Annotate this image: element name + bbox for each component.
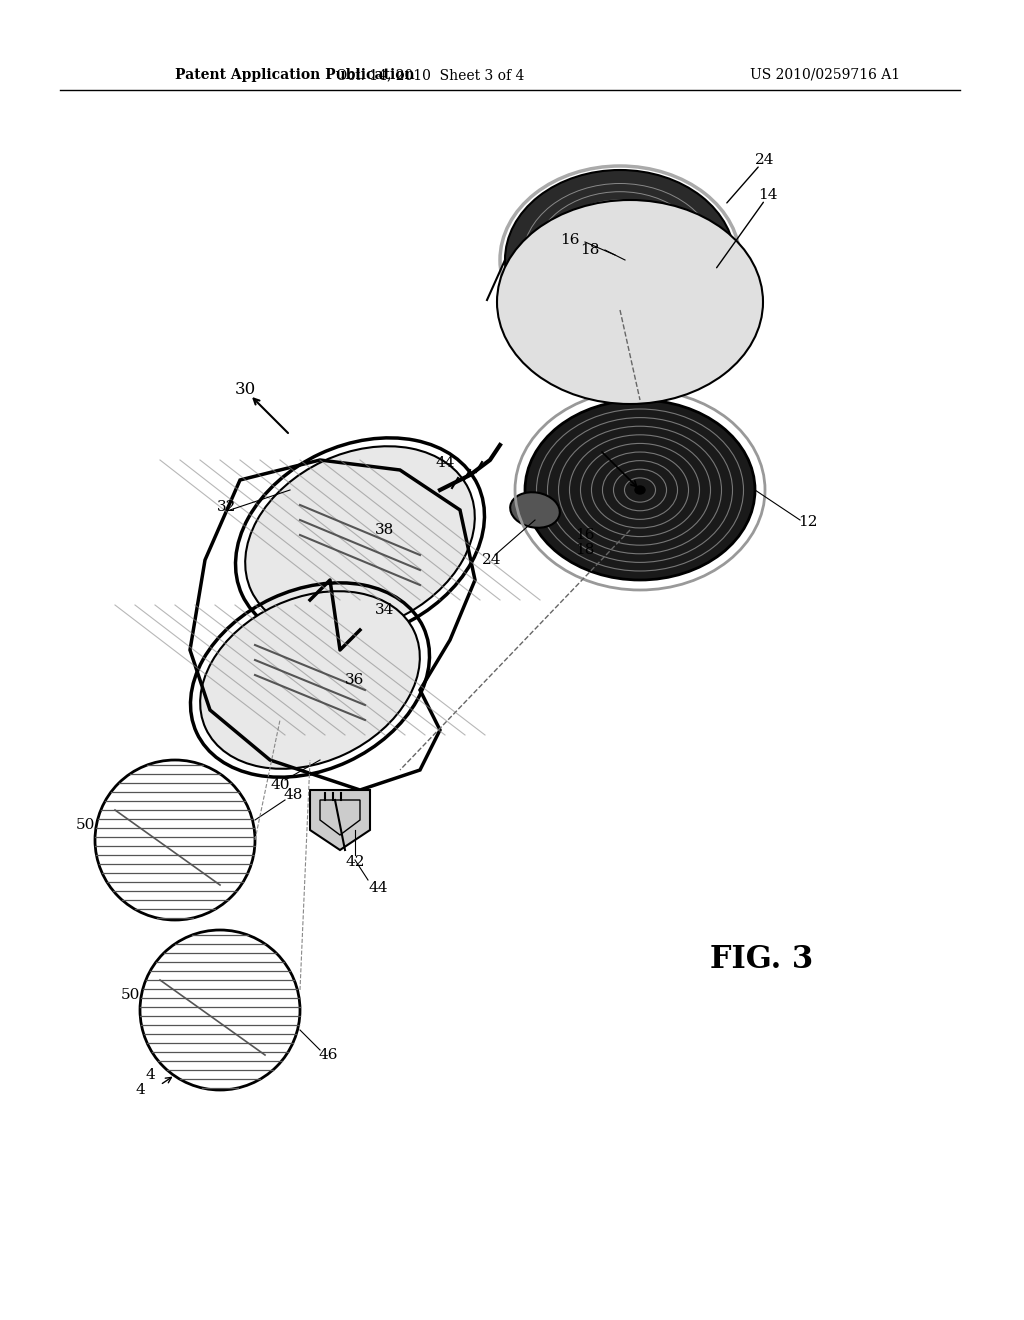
- Text: 18: 18: [575, 543, 595, 557]
- Text: 48: 48: [284, 788, 303, 803]
- Text: 24: 24: [482, 553, 502, 568]
- Ellipse shape: [711, 289, 759, 322]
- Text: Patent Application Publication: Patent Application Publication: [175, 69, 415, 82]
- Text: 44: 44: [435, 455, 455, 470]
- Text: 4: 4: [135, 1082, 144, 1097]
- Text: 44: 44: [369, 880, 388, 895]
- Text: US 2010/0259716 A1: US 2010/0259716 A1: [750, 69, 900, 82]
- Circle shape: [140, 931, 300, 1090]
- Text: 36: 36: [345, 673, 365, 686]
- Ellipse shape: [510, 492, 560, 528]
- Text: 16: 16: [560, 234, 580, 247]
- Text: 24: 24: [756, 153, 775, 168]
- Text: 30: 30: [234, 381, 256, 399]
- Text: 16: 16: [575, 528, 595, 543]
- Text: 42: 42: [345, 855, 365, 869]
- Text: 38: 38: [376, 523, 394, 537]
- Ellipse shape: [505, 170, 735, 350]
- Text: 12: 12: [799, 515, 818, 529]
- Polygon shape: [310, 789, 370, 850]
- Text: 18: 18: [581, 243, 600, 257]
- Text: 46: 46: [318, 1048, 338, 1063]
- Text: 34: 34: [376, 603, 394, 616]
- Text: FIG. 3: FIG. 3: [710, 945, 813, 975]
- Ellipse shape: [525, 400, 755, 579]
- Text: 14: 14: [758, 187, 778, 202]
- Text: 50: 50: [120, 987, 139, 1002]
- Circle shape: [95, 760, 255, 920]
- Text: 40: 40: [270, 777, 290, 792]
- Ellipse shape: [200, 591, 420, 768]
- Ellipse shape: [245, 446, 475, 634]
- Text: Oct. 14, 2010  Sheet 3 of 4: Oct. 14, 2010 Sheet 3 of 4: [336, 69, 524, 82]
- Text: 50: 50: [76, 818, 94, 832]
- Ellipse shape: [635, 486, 645, 494]
- Text: 32: 32: [217, 500, 237, 513]
- Text: 4: 4: [145, 1068, 155, 1082]
- Ellipse shape: [497, 201, 763, 404]
